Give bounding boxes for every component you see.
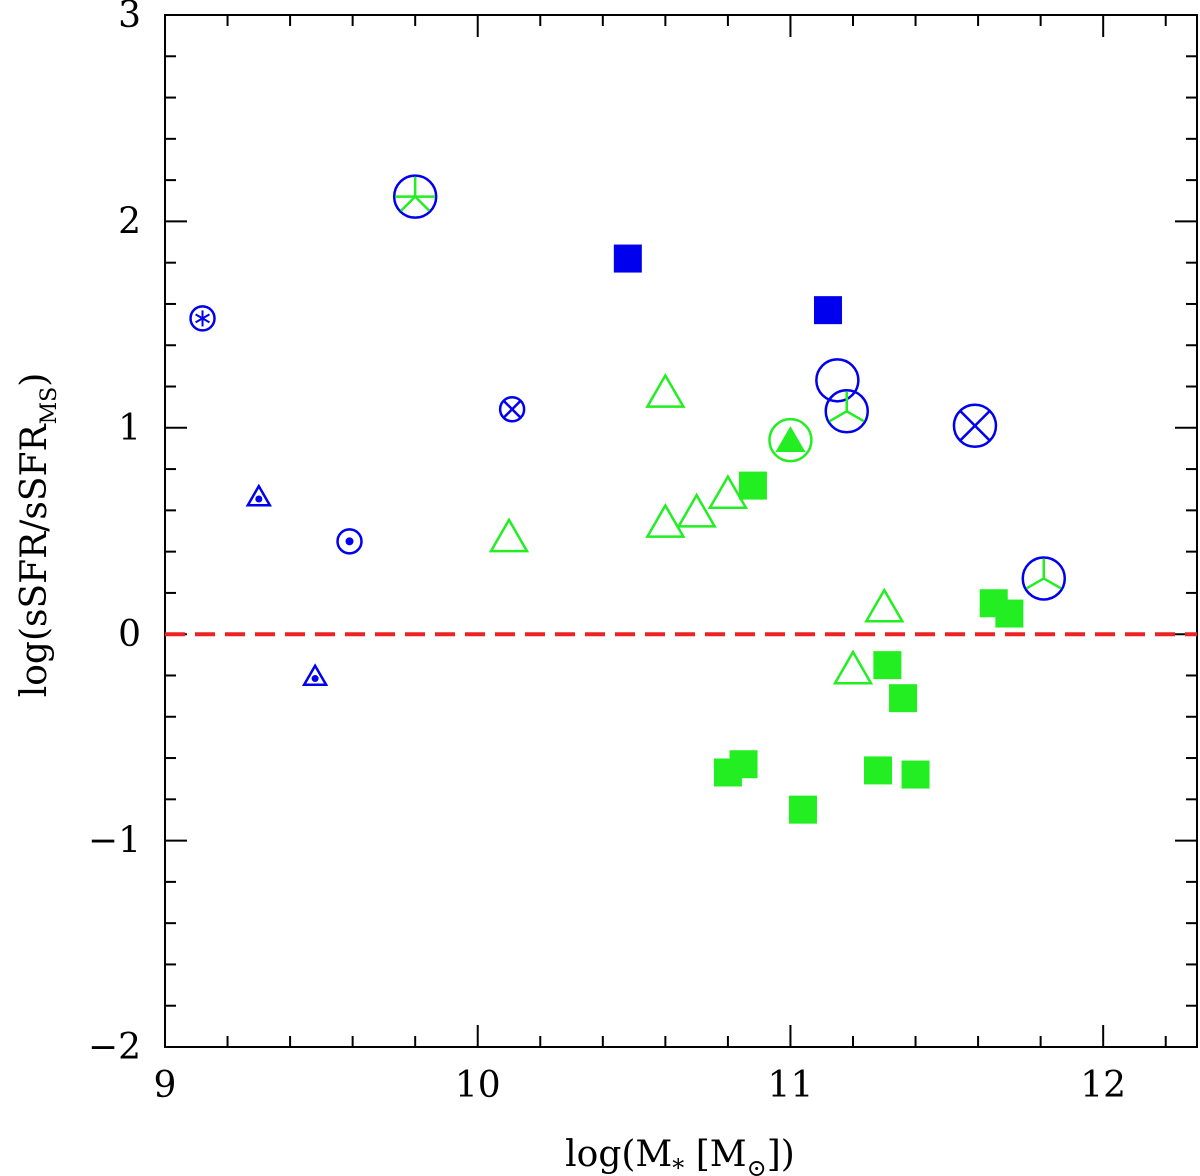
data-point-square-filled <box>889 684 918 713</box>
data-point-circle-dot <box>336 528 363 555</box>
data-point-triangle-open <box>645 502 686 538</box>
data-point-square-filled <box>613 244 642 273</box>
data-point-triangle-open <box>707 474 749 510</box>
y-tick-label: −1 <box>88 821 141 862</box>
y-axis-title: log(sSFR/sSFRMS) <box>14 373 62 698</box>
data-point-triangle-open <box>488 517 530 553</box>
data-point-square-filled <box>729 750 758 779</box>
data-point-circle-open <box>815 358 860 403</box>
data-point-square-filled <box>995 599 1024 628</box>
data-point-triangle-dot <box>301 663 329 687</box>
y-tick-label: 0 <box>118 614 141 655</box>
data-point-triangle-open <box>645 372 686 408</box>
data-point-triangle-open <box>676 492 717 528</box>
data-point-triangle-open <box>864 587 905 623</box>
x-tick-label: 9 <box>154 1065 177 1106</box>
data-point-circle-tripod <box>1021 556 1067 601</box>
y-tick-label: −2 <box>88 1027 141 1068</box>
data-point-triangle-in-circle <box>768 417 813 463</box>
data-point-square-filled <box>873 651 902 680</box>
data-point-circle-cross <box>952 403 998 448</box>
plot-frame <box>164 14 1198 1048</box>
data-point-square-filled <box>864 756 893 785</box>
x-tick-label: 10 <box>455 1065 501 1106</box>
y-tick-label: 2 <box>118 201 141 242</box>
data-point-circle-star <box>392 174 438 219</box>
x-axis-title: log(M* [M⊙]) <box>565 1134 795 1176</box>
data-point-square-filled <box>788 795 817 824</box>
data-point-triangle-open <box>832 649 874 685</box>
x-tick-label: 11 <box>768 1065 814 1106</box>
y-tick-label: 3 <box>118 0 141 36</box>
data-point-circle-cross <box>498 395 526 423</box>
data-point-square-filled <box>901 760 930 789</box>
y-tick-label: 1 <box>118 408 141 449</box>
x-tick-label: 12 <box>1080 1065 1126 1106</box>
data-point-circle-asterisk <box>189 305 216 332</box>
data-point-square-filled <box>738 471 767 500</box>
plot-border <box>164 14 1198 1048</box>
data-point-circle-tripod <box>824 389 869 434</box>
data-points <box>189 174 1067 824</box>
data-point-triangle-dot <box>245 483 272 507</box>
data-point-square-filled <box>813 296 842 325</box>
axis-ticks <box>164 14 1197 1048</box>
